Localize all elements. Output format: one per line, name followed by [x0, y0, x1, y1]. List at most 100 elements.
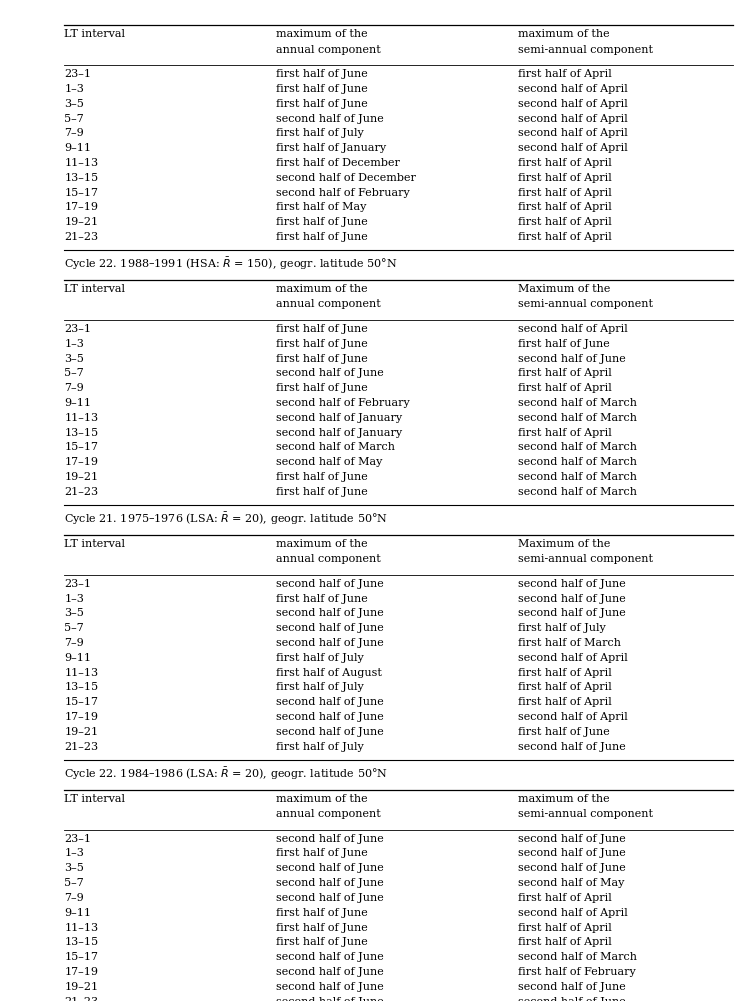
- Text: first half of January: first half of January: [276, 143, 386, 153]
- Text: 17–19: 17–19: [64, 202, 98, 212]
- Text: second half of March: second half of March: [518, 472, 637, 482]
- Text: first half of April: first half of April: [518, 202, 612, 212]
- Text: 13–15: 13–15: [64, 173, 98, 183]
- Text: first half of April: first half of April: [518, 368, 612, 378]
- Text: 23–1: 23–1: [64, 324, 91, 334]
- Text: maximum of the: maximum of the: [276, 29, 367, 39]
- Text: second half of January: second half of January: [276, 427, 402, 437]
- Text: first half of April: first half of April: [518, 698, 612, 708]
- Text: 17–19: 17–19: [64, 712, 98, 722]
- Text: Cycle 22. 1984–1986 (LSA: $\bar{R}$ = 20), geogr. latitude 50°N: Cycle 22. 1984–1986 (LSA: $\bar{R}$ = 20…: [64, 766, 389, 782]
- Text: second half of May: second half of May: [276, 457, 383, 467]
- Text: second half of January: second half of January: [276, 412, 402, 422]
- Text: first half of June: first half of June: [276, 486, 367, 496]
- Text: 21–23: 21–23: [64, 742, 98, 752]
- Text: second half of June: second half of June: [276, 638, 384, 648]
- Text: 23–1: 23–1: [64, 69, 91, 79]
- Text: first half of July: first half of July: [276, 683, 364, 693]
- Text: 17–19: 17–19: [64, 967, 98, 977]
- Text: first half of June: first half of June: [276, 383, 367, 393]
- Text: first half of April: first half of April: [518, 187, 612, 197]
- Text: 11–13: 11–13: [64, 412, 98, 422]
- Text: 21–23: 21–23: [64, 486, 98, 496]
- Text: 5–7: 5–7: [64, 878, 84, 888]
- Text: first half of April: first half of April: [518, 232, 612, 242]
- Text: LT interval: LT interval: [64, 539, 125, 549]
- Text: maximum of the: maximum of the: [276, 794, 367, 804]
- Text: second half of December: second half of December: [276, 173, 416, 183]
- Text: second half of June: second half of June: [276, 698, 384, 708]
- Text: 9–11: 9–11: [64, 653, 91, 663]
- Text: first half of August: first half of August: [276, 668, 382, 678]
- Text: second half of February: second half of February: [276, 398, 410, 408]
- Text: second half of June: second half of June: [518, 353, 626, 363]
- Text: first half of April: first half of April: [518, 683, 612, 693]
- Text: second half of June: second half of June: [276, 834, 384, 844]
- Text: first half of June: first half of June: [276, 84, 367, 94]
- Text: first half of April: first half of April: [518, 893, 612, 903]
- Text: first half of June: first half of June: [276, 472, 367, 482]
- Text: 1–3: 1–3: [64, 84, 84, 94]
- Text: 9–11: 9–11: [64, 143, 91, 153]
- Text: second half of June: second half of June: [276, 113, 384, 123]
- Text: 5–7: 5–7: [64, 368, 84, 378]
- Text: second half of April: second half of April: [518, 128, 627, 138]
- Text: second half of March: second half of March: [518, 457, 637, 467]
- Text: 1–3: 1–3: [64, 594, 84, 604]
- Text: first half of July: first half of July: [276, 128, 364, 138]
- Text: first half of July: first half of July: [518, 624, 606, 634]
- Text: 7–9: 7–9: [64, 128, 84, 138]
- Text: second half of March: second half of March: [518, 398, 637, 408]
- Text: annual component: annual component: [276, 555, 381, 565]
- Text: 7–9: 7–9: [64, 383, 84, 393]
- Text: first half of June: first half of June: [518, 338, 609, 348]
- Text: second half of June: second half of June: [276, 952, 384, 962]
- Text: 15–17: 15–17: [64, 698, 98, 708]
- Text: first half of June: first half of June: [276, 849, 367, 859]
- Text: 23–1: 23–1: [64, 579, 91, 589]
- Text: second half of June: second half of June: [276, 878, 384, 888]
- Text: 3–5: 3–5: [64, 353, 84, 363]
- Text: first half of February: first half of February: [518, 967, 636, 977]
- Text: maximum of the: maximum of the: [276, 284, 367, 294]
- Text: second half of June: second half of June: [276, 982, 384, 992]
- Text: first half of December: first half of December: [276, 158, 400, 168]
- Text: 11–13: 11–13: [64, 923, 98, 933]
- Text: Maximum of the: Maximum of the: [518, 284, 610, 294]
- Text: annual component: annual component: [276, 44, 381, 54]
- Text: first half of April: first half of April: [518, 668, 612, 678]
- Text: 19–21: 19–21: [64, 217, 98, 227]
- Text: first half of June: first half of June: [276, 923, 367, 933]
- Text: Cycle 21. 1975–1976 (LSA: $\bar{R}$ = 20), geogr. latitude 50°N: Cycle 21. 1975–1976 (LSA: $\bar{R}$ = 20…: [64, 511, 389, 527]
- Text: first half of June: first half of June: [276, 353, 367, 363]
- Text: second half of June: second half of June: [276, 967, 384, 977]
- Text: maximum of the: maximum of the: [518, 29, 609, 39]
- Text: maximum of the: maximum of the: [518, 794, 609, 804]
- Text: semi-annual component: semi-annual component: [518, 299, 653, 309]
- Text: 19–21: 19–21: [64, 982, 98, 992]
- Text: 11–13: 11–13: [64, 668, 98, 678]
- Text: second half of June: second half of June: [518, 982, 626, 992]
- Text: second half of June: second half of June: [276, 863, 384, 873]
- Text: 1–3: 1–3: [64, 849, 84, 859]
- Text: maximum of the: maximum of the: [276, 539, 367, 549]
- Text: second half of March: second half of March: [518, 442, 637, 452]
- Text: second half of June: second half of June: [276, 893, 384, 903]
- Text: first half of April: first half of April: [518, 923, 612, 933]
- Text: second half of March: second half of March: [276, 442, 395, 452]
- Text: second half of April: second half of April: [518, 113, 627, 123]
- Text: 15–17: 15–17: [64, 442, 98, 452]
- Text: second half of April: second half of April: [518, 712, 627, 722]
- Text: first half of May: first half of May: [276, 202, 367, 212]
- Text: 1–3: 1–3: [64, 338, 84, 348]
- Text: 3–5: 3–5: [64, 863, 84, 873]
- Text: second half of June: second half of June: [518, 742, 626, 752]
- Text: first half of June: first half of June: [276, 232, 367, 242]
- Text: 19–21: 19–21: [64, 727, 98, 737]
- Text: 13–15: 13–15: [64, 427, 98, 437]
- Text: LT interval: LT interval: [64, 284, 125, 294]
- Text: first half of April: first half of April: [518, 173, 612, 183]
- Text: first half of March: first half of March: [518, 638, 621, 648]
- Text: 15–17: 15–17: [64, 952, 98, 962]
- Text: 13–15: 13–15: [64, 937, 98, 947]
